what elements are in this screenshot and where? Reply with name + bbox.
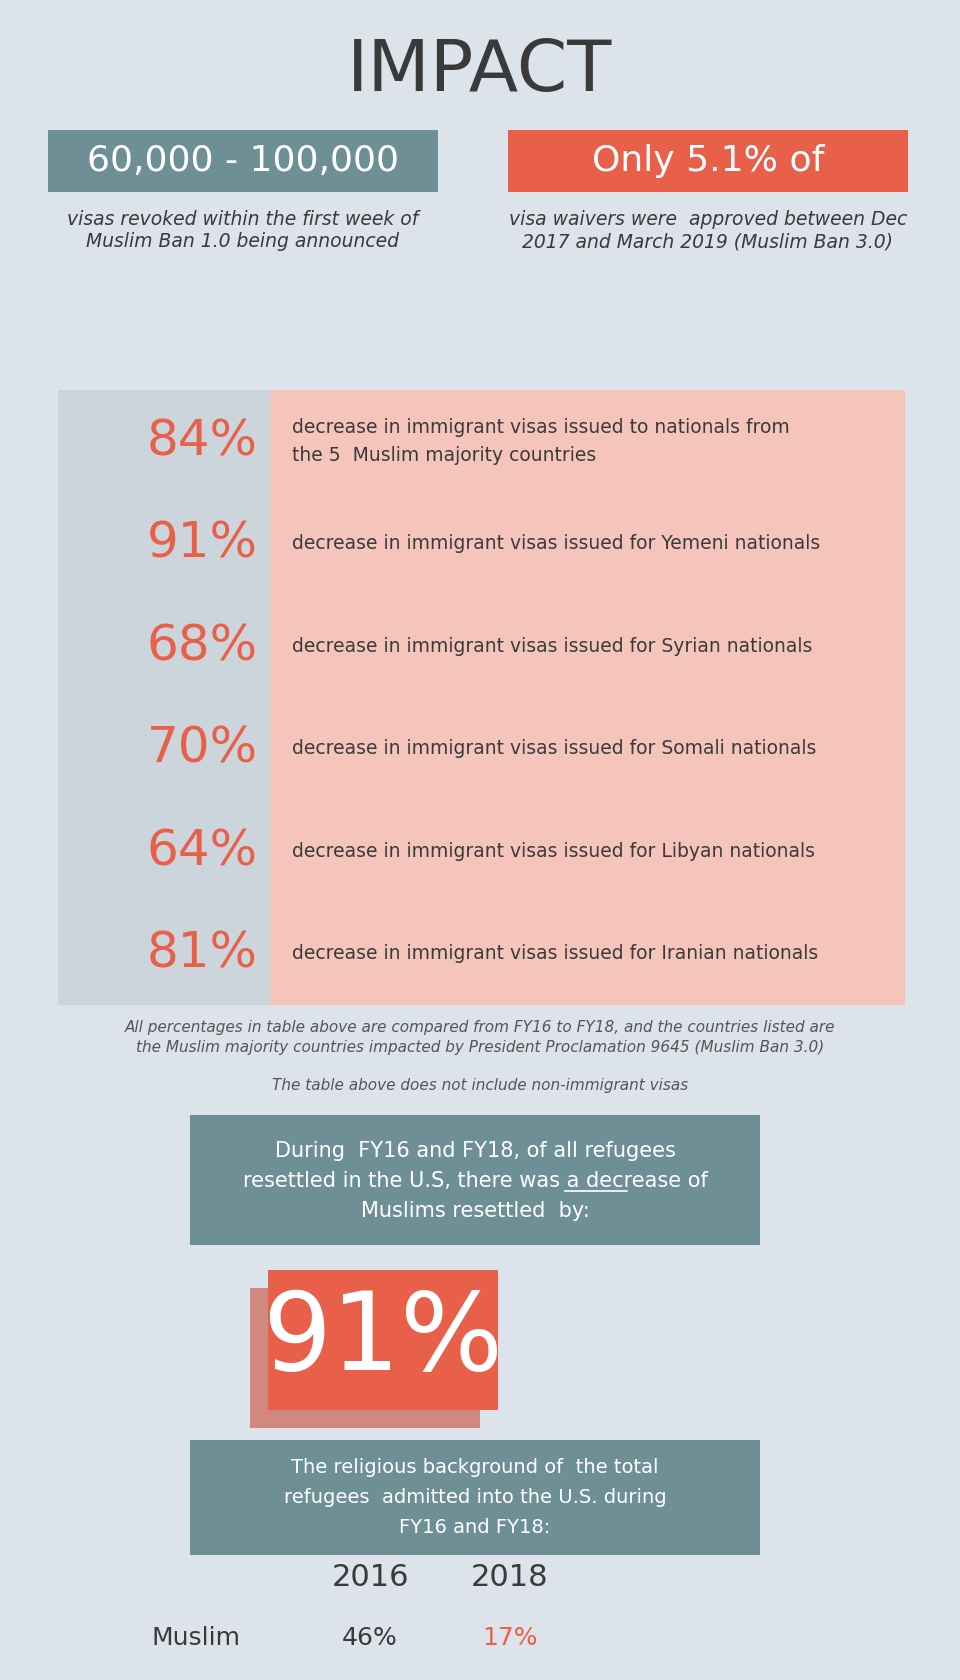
- Text: 84%: 84%: [147, 417, 258, 465]
- FancyBboxPatch shape: [508, 129, 908, 192]
- Text: Muslim: Muslim: [151, 1626, 240, 1650]
- Text: All percentages in table above are compared from FY16 to FY18, and the countries: All percentages in table above are compa…: [125, 1020, 835, 1035]
- Text: decrease in immigrant visas issued for Iranian nationals: decrease in immigrant visas issued for I…: [292, 944, 818, 963]
- Text: the Muslim majority countries impacted by President Proclamation 9645 (Muslim Ba: the Muslim majority countries impacted b…: [136, 1040, 824, 1055]
- Text: refugees  admitted into the U.S. during: refugees admitted into the U.S. during: [284, 1488, 666, 1507]
- Text: 91%: 91%: [262, 1287, 503, 1393]
- FancyBboxPatch shape: [58, 390, 270, 1005]
- Text: 2017 and March 2019 (Muslim Ban 3.0): 2017 and March 2019 (Muslim Ban 3.0): [522, 232, 894, 250]
- Text: decrease in immigrant visas issued for Yemeni nationals: decrease in immigrant visas issued for Y…: [292, 534, 820, 553]
- Text: Muslims resettled  by:: Muslims resettled by:: [361, 1201, 589, 1221]
- Text: 91%: 91%: [147, 519, 258, 568]
- Text: FY16 and FY18:: FY16 and FY18:: [399, 1519, 551, 1537]
- FancyBboxPatch shape: [190, 1440, 760, 1556]
- Text: 64%: 64%: [147, 827, 258, 875]
- FancyBboxPatch shape: [268, 1270, 498, 1410]
- Text: Muslim Ban 1.0 being announced: Muslim Ban 1.0 being announced: [86, 232, 399, 250]
- Text: During  FY16 and FY18, of all refugees: During FY16 and FY18, of all refugees: [275, 1141, 676, 1161]
- Text: 2018: 2018: [471, 1564, 549, 1593]
- Text: The table above does not include non-immigrant visas: The table above does not include non-imm…: [272, 1079, 688, 1094]
- FancyBboxPatch shape: [250, 1289, 480, 1428]
- Text: resettled in the U.S, there was a decrease of: resettled in the U.S, there was a decrea…: [243, 1171, 708, 1191]
- FancyBboxPatch shape: [190, 1116, 760, 1245]
- Text: 2016: 2016: [331, 1564, 409, 1593]
- Text: visa waivers were  approved between Dec: visa waivers were approved between Dec: [509, 210, 907, 228]
- Text: visas revoked within the first week of: visas revoked within the first week of: [67, 210, 419, 228]
- Text: 81%: 81%: [147, 929, 258, 978]
- Text: decrease in immigrant visas issued for Somali nationals: decrease in immigrant visas issued for S…: [292, 739, 816, 758]
- Text: 70%: 70%: [147, 724, 258, 773]
- Text: decrease in immigrant visas issued to nationals from
the 5  Muslim majority coun: decrease in immigrant visas issued to na…: [292, 418, 790, 465]
- Text: decrease in immigrant visas issued for Libyan nationals: decrease in immigrant visas issued for L…: [292, 842, 815, 860]
- Text: decrease in immigrant visas issued for Syrian nationals: decrease in immigrant visas issued for S…: [292, 637, 812, 655]
- FancyBboxPatch shape: [48, 129, 438, 192]
- Text: 46%: 46%: [342, 1626, 397, 1650]
- Text: The religious background of  the total: The religious background of the total: [291, 1458, 659, 1477]
- Text: 17%: 17%: [482, 1626, 538, 1650]
- Text: Only 5.1% of: Only 5.1% of: [591, 144, 825, 178]
- FancyBboxPatch shape: [270, 390, 905, 1005]
- Text: 68%: 68%: [147, 622, 258, 670]
- Text: IMPACT: IMPACT: [348, 37, 612, 106]
- Text: 60,000 - 100,000: 60,000 - 100,000: [87, 144, 399, 178]
